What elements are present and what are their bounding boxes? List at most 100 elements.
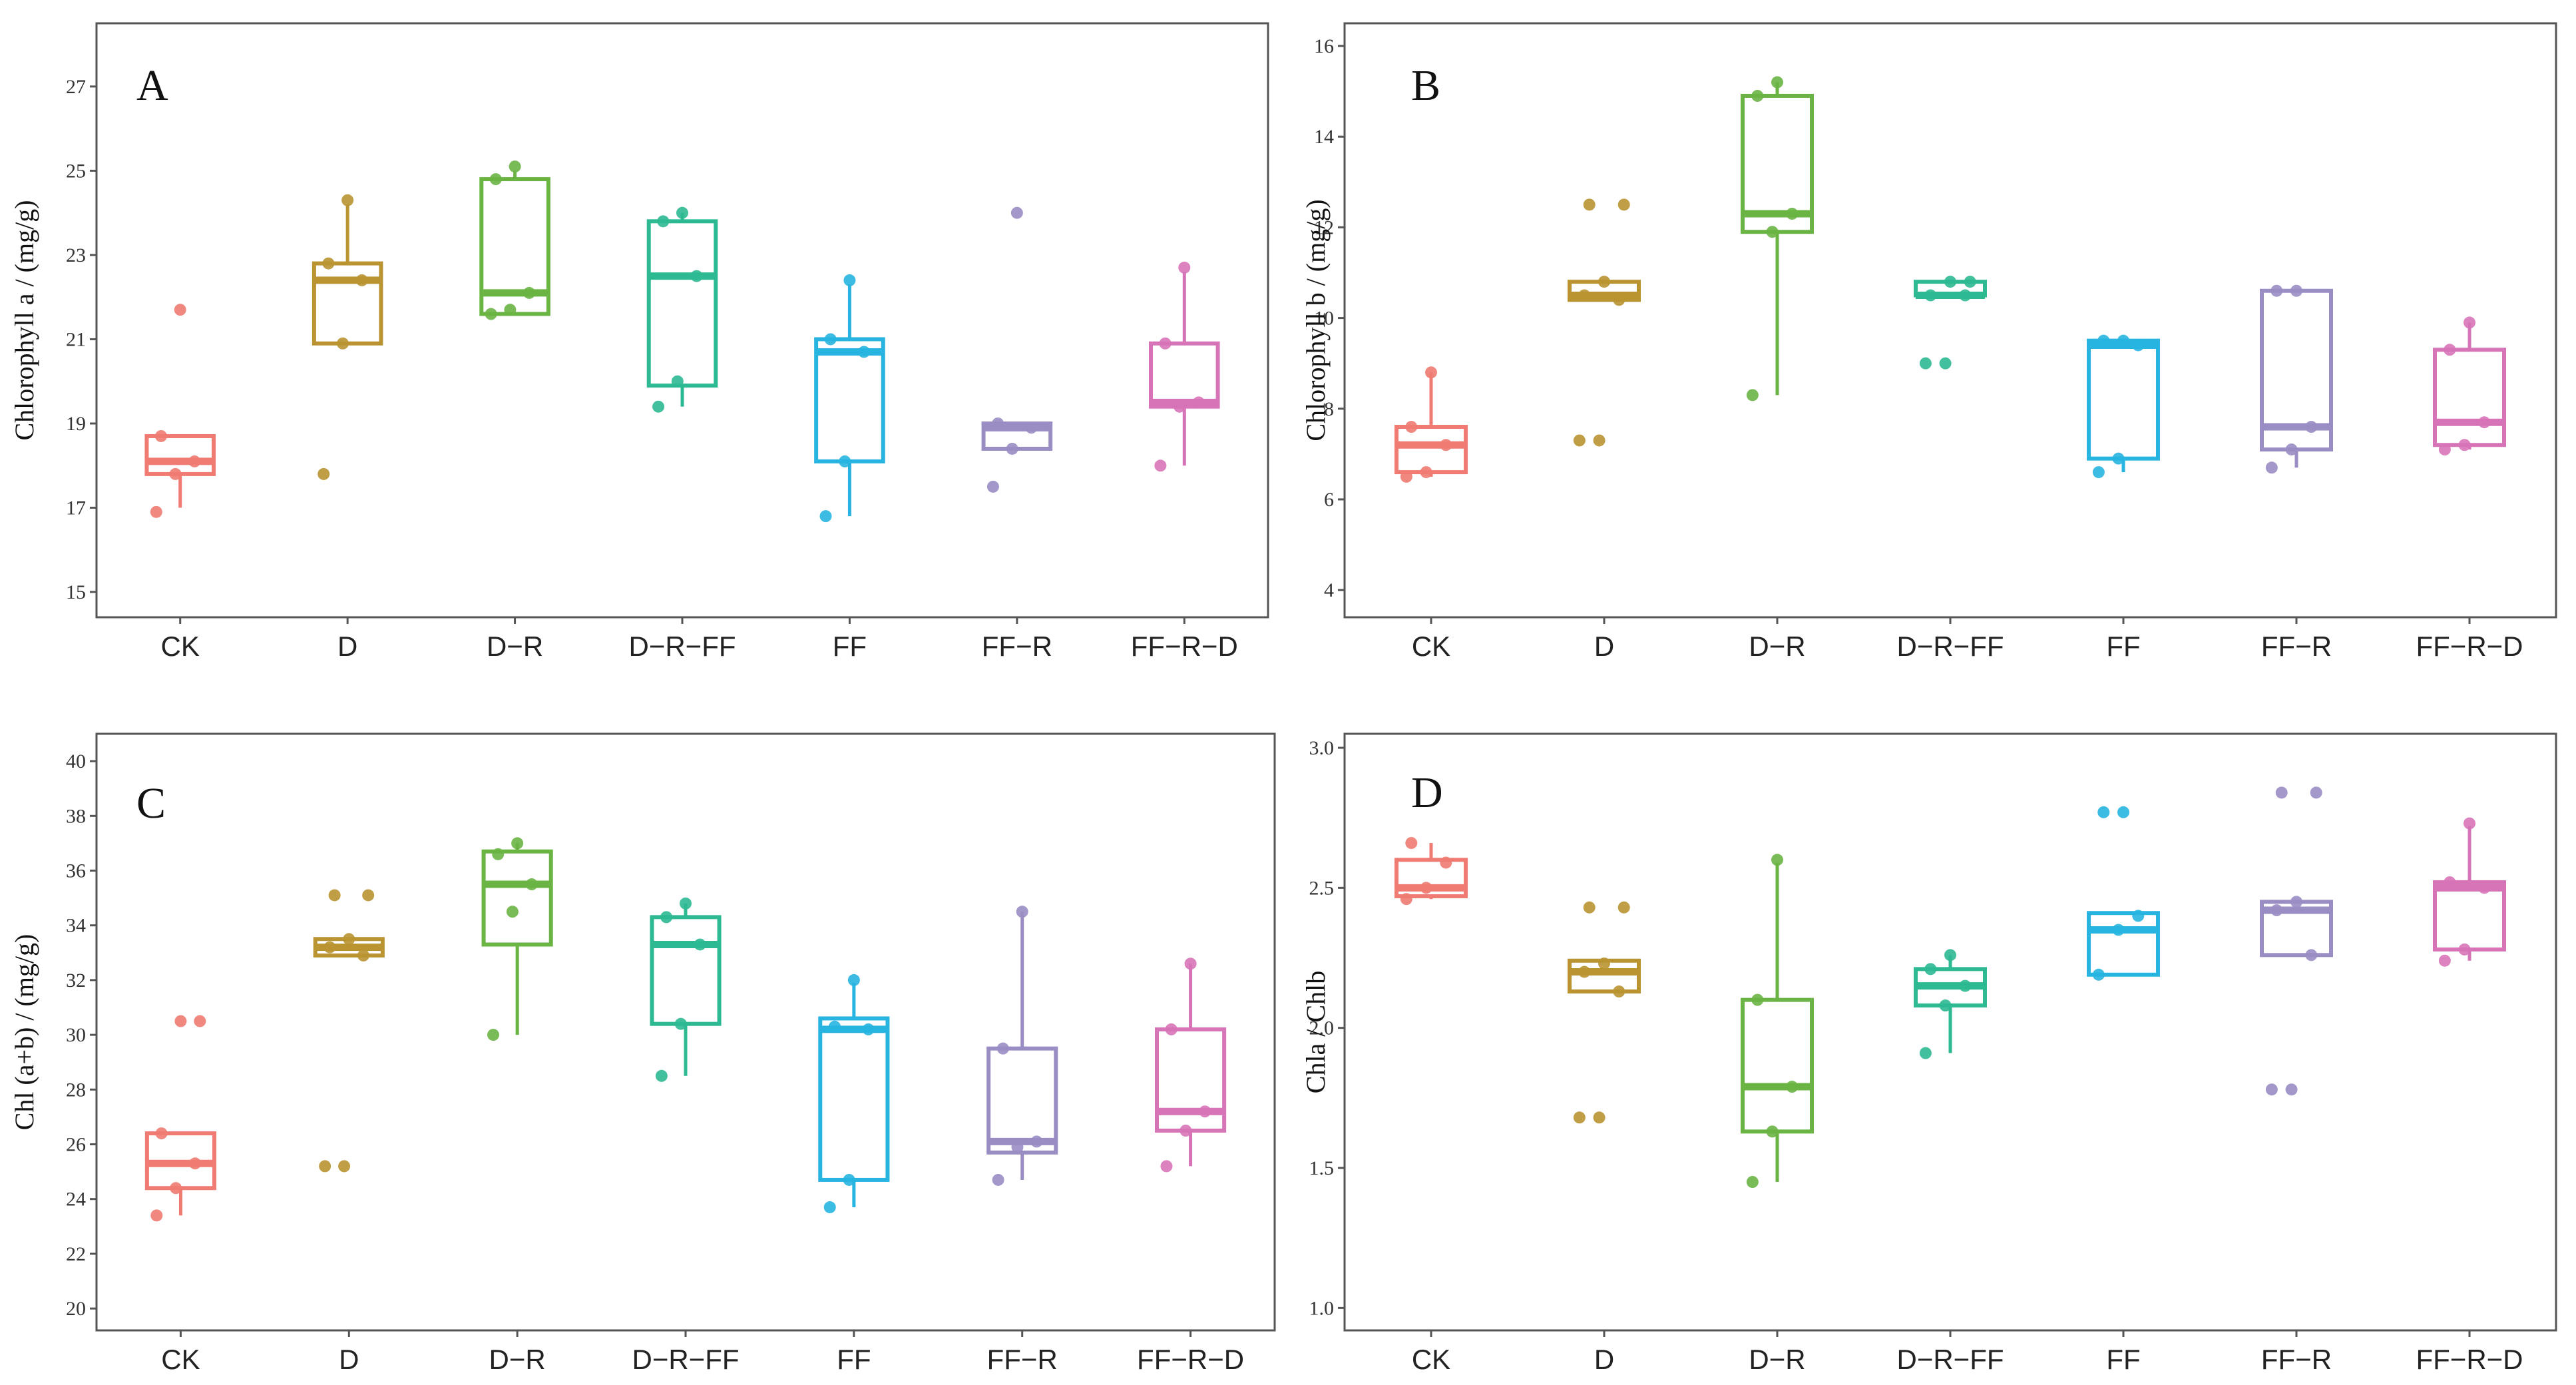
y-tick-label: 17 <box>66 497 86 519</box>
y-tick-label: 30 <box>66 1024 86 1046</box>
data-point-d-r-ff <box>1919 1047 1932 1059</box>
data-point-ck <box>174 1015 187 1027</box>
data-point-d-r-ff <box>660 911 673 924</box>
data-point-d-r <box>1766 226 1779 238</box>
data-point-d-r <box>1766 1125 1779 1138</box>
x-tick-label-d: D <box>339 1344 359 1375</box>
data-point-ff-r-d <box>1165 1023 1178 1035</box>
data-point-d-r-ff <box>657 215 670 228</box>
data-point-ff-r-d <box>2438 954 2451 967</box>
panel-a: 15 17 19 21 23 25 27 Chlorophyll a / (mg/g) A CK D… <box>9 22 1269 662</box>
data-point-d <box>341 194 354 206</box>
data-point-d-r-ff <box>671 375 684 388</box>
box-ff-r-d <box>1149 341 1220 409</box>
x-tick-label-d-r-ff: D−R−FF <box>1896 631 2004 662</box>
data-point-ff <box>824 333 837 346</box>
box-ff-r <box>986 1046 1058 1155</box>
data-point-ck <box>189 1157 202 1170</box>
y-tick-label: 25 <box>66 160 86 182</box>
data-point-d <box>1598 957 1610 970</box>
data-point-d-r <box>509 160 521 173</box>
data-point-ff-r-d <box>2458 439 2471 451</box>
data-point-ff-r-d <box>1192 396 1205 409</box>
data-point-ff-r <box>1025 421 1038 434</box>
x-tick-label-d-r-ff: D−R−FF <box>632 1344 739 1375</box>
data-point-d-r <box>489 173 502 186</box>
data-point-d-r-ff <box>1919 357 1932 370</box>
data-point-ck <box>174 304 186 316</box>
x-tick-label-ff-r-d: FF−R−D <box>2416 1344 2523 1375</box>
data-point-d-r <box>523 286 536 299</box>
data-point-d <box>1613 294 1625 306</box>
y-tick-label: 2.0 <box>1309 1017 1335 1039</box>
x-tick-label-ff: FF <box>2106 1344 2140 1375</box>
data-point-d-r-ff <box>690 270 703 282</box>
y-axis-title: Chlorophyll a / (mg/g) <box>9 200 39 440</box>
data-point-ff-r <box>1030 1135 1043 1148</box>
box-d-r <box>1741 93 1814 234</box>
data-point-ff <box>2117 806 2129 818</box>
y-tick-label: 1.5 <box>1309 1157 1335 1179</box>
data-point-d-r-ff <box>1944 949 1956 962</box>
data-point-ck <box>1420 882 1432 894</box>
data-point-d <box>1613 985 1625 998</box>
y-axis-title: Chlorophyll b / (mg/g) <box>1301 199 1331 441</box>
data-point-ff-r-d <box>2458 943 2471 956</box>
data-point-d-r-ff <box>674 1017 687 1030</box>
y-tick-label: 6 <box>1324 489 1334 511</box>
data-point-d-r <box>485 308 497 320</box>
data-point-ck <box>1400 470 1412 483</box>
data-point-d-r-ff <box>1959 979 1972 992</box>
panel-letter: D <box>1411 768 1443 817</box>
y-tick-label: 21 <box>66 328 86 350</box>
data-point-d <box>343 933 355 946</box>
box-ff <box>818 1016 890 1182</box>
panel-c: 20 22 24 26 28 30 32 34 36 38 40 Chl (a+b) / (mg/g)… <box>9 732 1276 1375</box>
x-tick-label-ff-r: FF−R <box>982 631 1052 662</box>
data-point-ff-r-d <box>2478 416 2491 429</box>
x-tick-label-d: D <box>1594 631 1614 662</box>
data-point-d-r-ff <box>652 400 665 413</box>
y-tick-label: 32 <box>66 970 86 991</box>
panel-letter: C <box>136 779 166 828</box>
panel-d: 1.0 1.5 2.0 2.5 3.0 Chla / Chlb D CK D D−R D−R−FF F… <box>1301 732 2557 1375</box>
data-point-ck <box>1440 856 1452 869</box>
y-tick-label: 34 <box>66 915 86 937</box>
data-point-d <box>1598 276 1610 288</box>
y-tick-label: 16 <box>1314 35 1334 57</box>
data-point-ck <box>194 1015 206 1027</box>
data-point-ff <box>823 1201 836 1214</box>
data-point-d <box>1617 198 1630 211</box>
data-point-ff <box>2132 339 2145 352</box>
data-point-ff-r <box>2275 786 2288 799</box>
data-point-d-r <box>1751 993 1764 1006</box>
data-point-d-r <box>487 1029 500 1041</box>
data-point-d-r <box>1746 389 1759 402</box>
data-point-d <box>323 941 336 954</box>
data-point-ff-r <box>1006 442 1018 455</box>
y-tick-label: 15 <box>66 581 86 603</box>
data-point-d <box>318 467 330 480</box>
y-tick-label: 38 <box>66 805 86 827</box>
panel-letter: B <box>1411 61 1440 110</box>
y-tick-label: 24 <box>66 1189 86 1211</box>
data-point-ff-r-d <box>2444 344 2456 356</box>
data-point-ff-r <box>2305 949 2318 962</box>
y-tick-label: 1.0 <box>1309 1297 1335 1319</box>
data-point-ck <box>150 505 162 518</box>
data-point-ff-r <box>2310 786 2322 799</box>
data-point-d <box>357 949 369 962</box>
data-point-ff-r <box>2305 421 2318 433</box>
data-point-d-r <box>1771 76 1783 89</box>
data-point-ff <box>2092 968 2105 981</box>
data-point-ff <box>819 510 832 523</box>
x-tick-label-ck: CK <box>1412 1344 1450 1375</box>
data-point-d-r <box>1751 89 1764 102</box>
x-tick-label-ff-r-d: FF−R−D <box>1131 631 1238 662</box>
data-point-d <box>1573 1111 1586 1124</box>
data-point-d <box>338 1160 351 1173</box>
data-point-ff <box>2097 334 2110 347</box>
data-point-ff <box>828 1020 841 1033</box>
box-ff <box>814 337 885 463</box>
